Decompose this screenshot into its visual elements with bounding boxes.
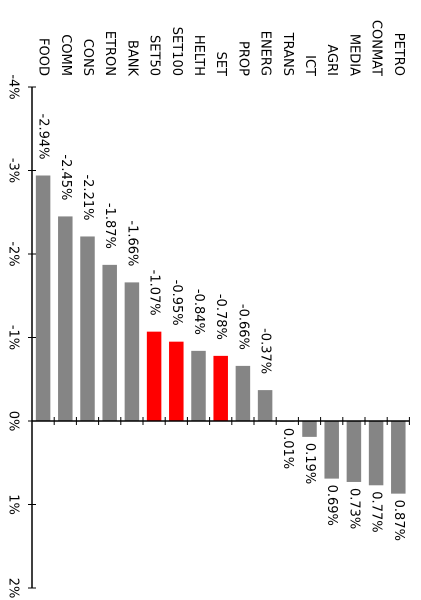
- value-tick-label: -3%: [6, 158, 21, 183]
- bar-media: [346, 421, 362, 482]
- category-label-bank: BANK: [124, 40, 139, 77]
- bars: [35, 175, 406, 494]
- data-label-etron: -1.87%: [102, 203, 117, 249]
- bar-agri: [324, 421, 339, 479]
- data-label-food: -2.94%: [36, 114, 51, 160]
- data-label-set100: -0.95%: [169, 280, 184, 326]
- bar-comm: [58, 216, 73, 421]
- category-label-set50: SET50: [147, 35, 162, 76]
- category-label-prop: PROP: [235, 41, 250, 76]
- data-label-cons: -2.21%: [80, 174, 95, 220]
- category-label-set100: SET100: [169, 27, 184, 76]
- value-tick-label: -1%: [6, 325, 21, 350]
- category-label-agri: AGRI: [324, 44, 339, 76]
- data-label-trans: 0.01%: [280, 428, 295, 469]
- bar-cons: [80, 236, 95, 421]
- value-tick-label: 2%: [6, 578, 21, 599]
- bar-conmat: [368, 421, 384, 486]
- category-label-trans: TRANS: [280, 32, 295, 76]
- data-label-helth: -0.84%: [191, 289, 206, 335]
- data-label-agri: 0.69%: [324, 485, 339, 526]
- bar-food: [35, 175, 51, 421]
- data-label-petro: 0.87%: [391, 500, 406, 541]
- bar-set: [213, 355, 228, 421]
- category-label-cons: CONS: [80, 39, 95, 76]
- bar-ict: [302, 421, 317, 437]
- bar-energ: [257, 390, 273, 421]
- data-label-conmat: 0.77%: [369, 491, 384, 532]
- category-label-conmat: CONMAT: [369, 20, 384, 76]
- category-label-ict: ICT: [302, 55, 317, 76]
- bar-helth: [191, 350, 206, 421]
- category-label-set: SET: [213, 52, 228, 76]
- category-label-etron: ETRON: [102, 31, 117, 76]
- category-label-comm: COMM: [58, 34, 73, 76]
- data-label-energ: -0.37%: [258, 328, 273, 374]
- bar-set50: [146, 331, 162, 421]
- bar-bank: [124, 282, 140, 421]
- bar-petro: [391, 421, 406, 494]
- bar-etron: [102, 264, 117, 421]
- data-label-bank: -1.66%: [124, 220, 139, 266]
- category-label-food: FOOD: [36, 38, 51, 76]
- data-label-ict: 0.19%: [302, 443, 317, 484]
- value-tick-label: 1%: [6, 494, 21, 515]
- value-tick-label: 0%: [6, 411, 21, 432]
- category-label-media: MEDIA: [346, 34, 361, 76]
- data-label-prop: -0.66%: [235, 304, 250, 350]
- bar-prop: [235, 365, 251, 421]
- bar-set100: [169, 341, 184, 421]
- data-label-set50: -1.07%: [147, 270, 162, 316]
- category-label-petro: PETRO: [391, 33, 406, 76]
- category-label-energ: ENERG: [258, 31, 273, 76]
- data-label-media: 0.73%: [346, 488, 361, 529]
- value-tick-label: -2%: [6, 241, 21, 266]
- category-label-helth: HELTH: [191, 35, 206, 76]
- value-tick-label: -4%: [6, 74, 21, 99]
- data-label-set: -0.78%: [213, 294, 228, 340]
- data-label-comm: -2.45%: [58, 154, 73, 200]
